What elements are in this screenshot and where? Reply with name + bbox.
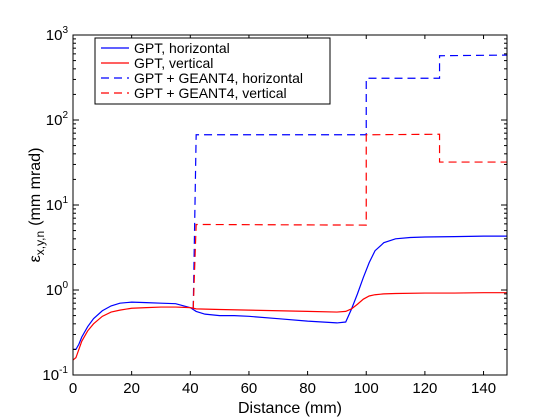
y-axis-label-symbol: ε bbox=[27, 255, 44, 262]
y-axis-label-unit: (mm mrad) bbox=[27, 148, 44, 226]
y-tick-label: 10-1 bbox=[42, 365, 68, 384]
series-line-1 bbox=[73, 235, 507, 351]
y-axis-label: εx,y,n (mm mrad) bbox=[27, 148, 47, 263]
y-tick-label: 100 bbox=[46, 280, 69, 299]
y-tick-label: 102 bbox=[46, 110, 69, 129]
x-tick-label: 60 bbox=[241, 380, 258, 397]
axes-box bbox=[72, 34, 508, 376]
x-tick-label: 140 bbox=[471, 380, 496, 397]
x-tick-label: 80 bbox=[299, 380, 316, 397]
legend-label: GPT + GEANT4, vertical bbox=[134, 85, 287, 101]
legend-label: GPT, vertical bbox=[134, 55, 213, 71]
legend-box bbox=[94, 37, 331, 105]
legend-label: GPT + GEANT4, horizontal bbox=[134, 70, 303, 86]
series-layer bbox=[72, 54, 508, 361]
svg-text:εx,y,n(mm mrad): εx,y,n (mm mrad) bbox=[27, 148, 47, 263]
x-tick-label: 100 bbox=[354, 380, 379, 397]
y-tick-label: 101 bbox=[46, 195, 69, 214]
y-tick-label: 103 bbox=[46, 25, 69, 44]
tick-label-layer: 0 20 40 60 80 100 120 140 10-1 100 101 102 103 bbox=[42, 25, 496, 397]
x-tick-label: 40 bbox=[182, 380, 199, 397]
y-axis-label-subscript: x,y,n bbox=[33, 231, 47, 255]
x-tick-label: 0 bbox=[69, 380, 77, 397]
x-tick-label: 20 bbox=[123, 380, 140, 397]
series-line-3 bbox=[192, 54, 508, 309]
x-axis-label: Distance (mm) bbox=[238, 400, 342, 417]
series-line-2 bbox=[72, 292, 507, 361]
x-tick-label: 120 bbox=[412, 380, 437, 397]
legend-label: GPT, horizontal bbox=[134, 40, 230, 56]
series-line-4 bbox=[192, 133, 507, 309]
